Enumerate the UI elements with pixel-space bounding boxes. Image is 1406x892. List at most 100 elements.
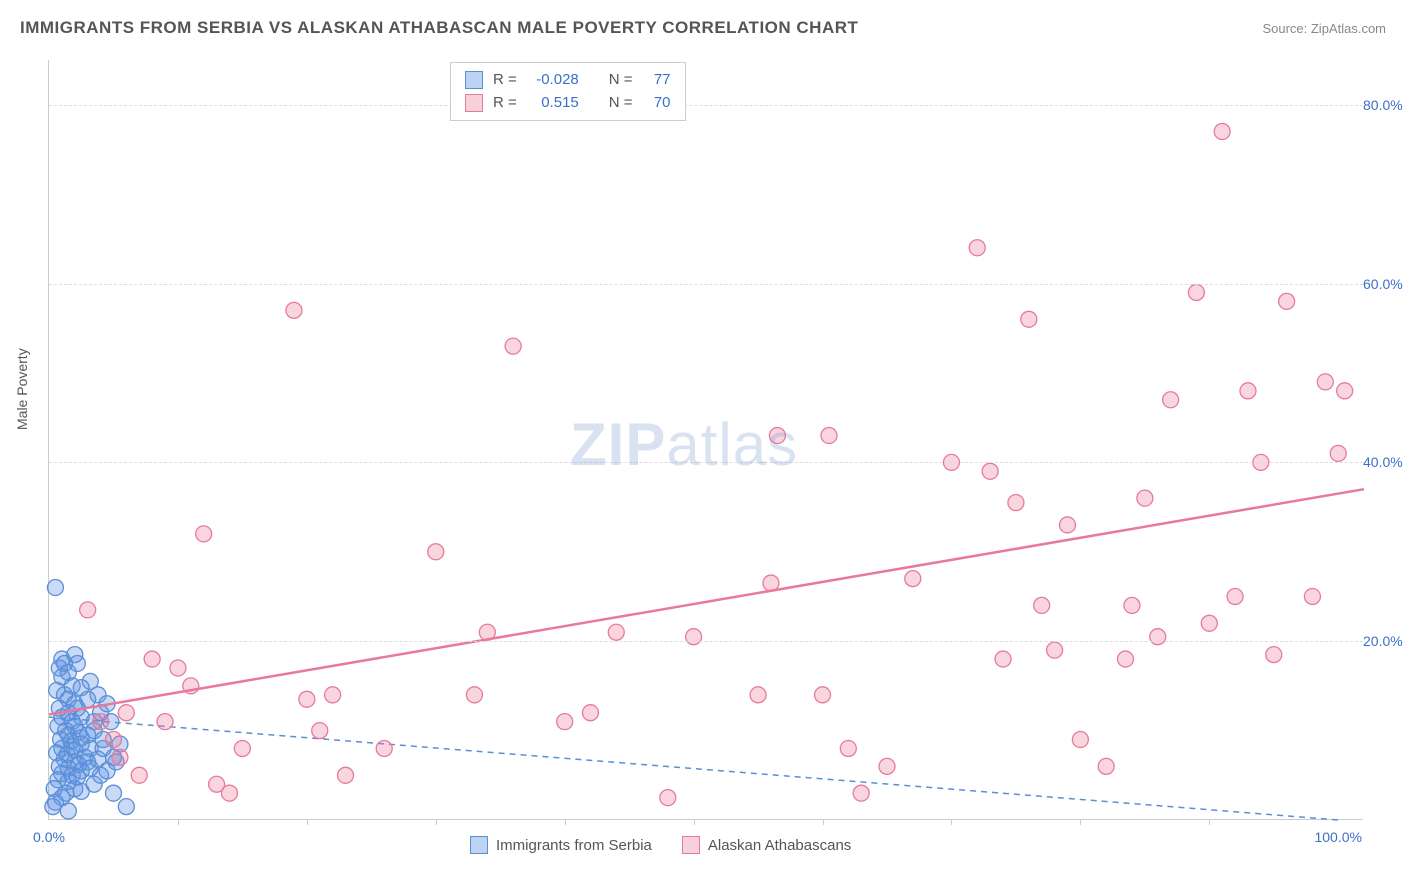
x-tick: [1080, 819, 1081, 825]
data-point: [505, 338, 521, 354]
stat-row-serbia: R = -0.028 N = 77: [465, 69, 671, 92]
data-point: [1304, 588, 1320, 604]
data-point: [1188, 284, 1204, 300]
x-tick: [694, 819, 695, 825]
n-label-0: N =: [609, 69, 633, 92]
data-point: [815, 687, 831, 703]
r-label-0: R =: [493, 69, 517, 92]
legend-item-athabascan: Alaskan Athabascans: [682, 836, 851, 854]
x-tick: [565, 819, 566, 825]
y-tick-label: 40.0%: [1363, 454, 1406, 470]
data-point: [196, 526, 212, 542]
trend-line: [49, 717, 1338, 820]
data-point: [1008, 495, 1024, 511]
data-point: [660, 790, 676, 806]
data-point: [93, 714, 109, 730]
data-point: [312, 723, 328, 739]
data-point: [1214, 124, 1230, 140]
gridline: [49, 462, 1363, 463]
n-value-0: 77: [643, 69, 671, 92]
data-point: [840, 740, 856, 756]
data-point: [582, 705, 598, 721]
x-tick: [1209, 819, 1210, 825]
chart-source: Source: ZipAtlas.com: [1262, 21, 1386, 36]
legend-swatch-athabascan: [682, 836, 700, 854]
r-value-0: -0.028: [527, 69, 579, 92]
data-point: [853, 785, 869, 801]
y-tick-label: 20.0%: [1363, 633, 1406, 649]
trend-line: [49, 489, 1364, 714]
data-point: [1266, 647, 1282, 663]
y-axis-label: Male Poverty: [14, 348, 30, 430]
x-tick: [951, 819, 952, 825]
data-point: [1317, 374, 1333, 390]
r-label-1: R =: [493, 92, 517, 115]
data-point: [1117, 651, 1133, 667]
x-tick-label: 0.0%: [33, 829, 65, 845]
data-point: [1124, 597, 1140, 613]
data-point: [325, 687, 341, 703]
legend-swatch-serbia: [470, 836, 488, 854]
data-point: [45, 799, 61, 815]
data-point: [982, 463, 998, 479]
data-point: [1227, 588, 1243, 604]
data-point: [428, 544, 444, 560]
x-tick-label: 100.0%: [1314, 829, 1361, 845]
gridline: [49, 105, 1363, 106]
chart-title: IMMIGRANTS FROM SERBIA VS ALASKAN ATHABA…: [20, 18, 858, 38]
data-point: [234, 740, 250, 756]
r-value-1: 0.515: [527, 92, 579, 115]
n-label-1: N =: [609, 92, 633, 115]
n-value-1: 70: [643, 92, 671, 115]
data-point: [105, 785, 121, 801]
data-point: [144, 651, 160, 667]
data-point: [750, 687, 766, 703]
stat-legend: R = -0.028 N = 77 R = 0.515 N = 70: [450, 62, 686, 121]
data-point: [821, 428, 837, 444]
legend-item-serbia: Immigrants from Serbia: [470, 836, 652, 854]
data-point: [376, 740, 392, 756]
data-point: [879, 758, 895, 774]
data-point: [557, 714, 573, 730]
data-point: [1021, 311, 1037, 327]
data-point: [1201, 615, 1217, 631]
plot-area: 20.0%40.0%60.0%80.0%0.0%100.0%: [48, 60, 1363, 820]
gridline: [49, 284, 1363, 285]
data-point: [1163, 392, 1179, 408]
stat-row-athabascan: R = 0.515 N = 70: [465, 92, 671, 115]
data-point: [338, 767, 354, 783]
data-point: [131, 767, 147, 783]
x-tick: [436, 819, 437, 825]
swatch-serbia: [465, 71, 483, 89]
data-point: [686, 629, 702, 645]
data-point: [60, 803, 76, 819]
data-point: [995, 651, 1011, 667]
data-point: [969, 240, 985, 256]
x-tick: [823, 819, 824, 825]
data-point: [608, 624, 624, 640]
data-point: [170, 660, 186, 676]
data-point: [1137, 490, 1153, 506]
data-point: [69, 656, 85, 672]
data-point: [286, 302, 302, 318]
data-point: [466, 687, 482, 703]
data-point: [157, 714, 173, 730]
chart-svg: [49, 60, 1363, 819]
y-tick-label: 60.0%: [1363, 276, 1406, 292]
chart-header: IMMIGRANTS FROM SERBIA VS ALASKAN ATHABA…: [20, 18, 1386, 38]
data-point: [221, 785, 237, 801]
data-point: [1330, 445, 1346, 461]
data-point: [905, 571, 921, 587]
data-point: [769, 428, 785, 444]
legend-label-athabascan: Alaskan Athabascans: [708, 837, 851, 854]
data-point: [1337, 383, 1353, 399]
data-point: [299, 691, 315, 707]
x-tick: [178, 819, 179, 825]
data-point: [105, 732, 121, 748]
swatch-athabascan: [465, 94, 483, 112]
data-point: [1059, 517, 1075, 533]
y-tick-label: 80.0%: [1363, 97, 1406, 113]
data-point: [1098, 758, 1114, 774]
data-point: [112, 749, 128, 765]
data-point: [1072, 732, 1088, 748]
